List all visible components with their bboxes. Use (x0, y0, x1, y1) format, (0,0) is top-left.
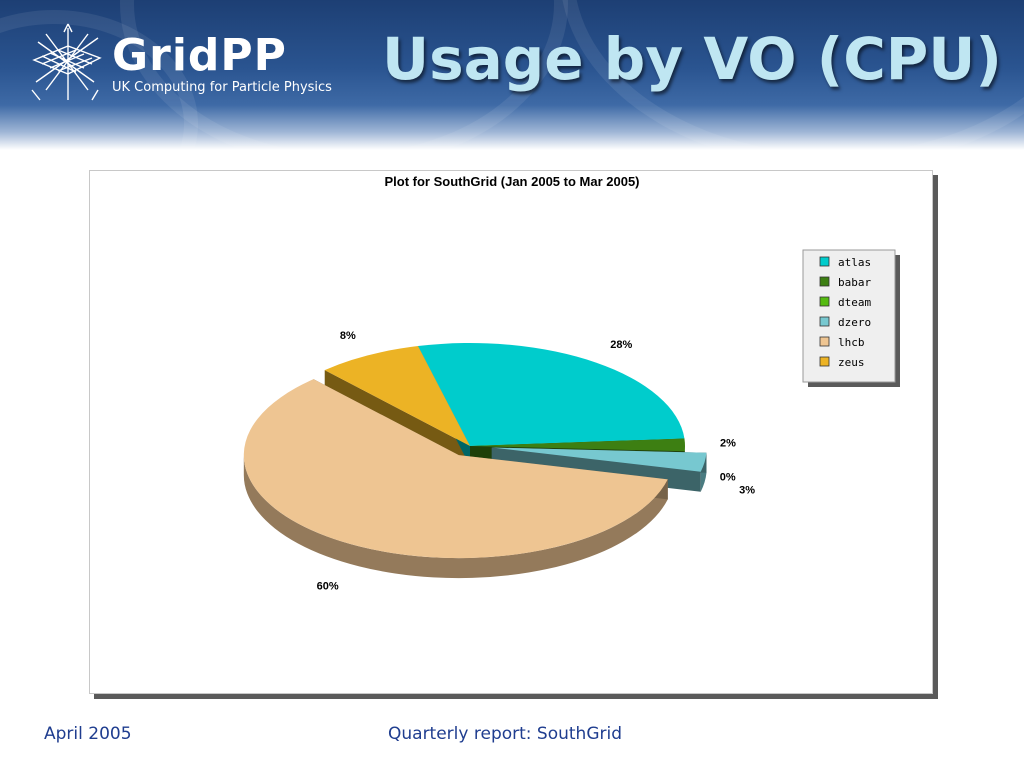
pie-label-lhcb: 60% (317, 581, 339, 593)
pie-labels: 28% 2% 0%3% 60% 8% (317, 330, 756, 592)
pie-label-dzero: 3% (739, 484, 755, 496)
pie-slice-lhcb (243, 379, 668, 559)
pie-slice-atlas (417, 343, 685, 446)
legend-label-zeus: zeus (838, 356, 865, 369)
legend-label-atlas: atlas (838, 256, 871, 269)
chart-panel: Plot for SouthGrid (Jan 2005 to Mar 2005… (89, 170, 933, 694)
legend-swatch-atlas (819, 256, 830, 267)
legend-label-dzero: dzero (838, 316, 871, 329)
legend-box (802, 249, 896, 383)
pie-slice-babar (470, 438, 686, 452)
chart-title: Plot for SouthGrid (Jan 2005 to Mar 2005… (385, 174, 640, 189)
footer-report: Quarterly report: SouthGrid (388, 724, 622, 744)
legend: atlas babar dteam dzero lhcb zeus (802, 249, 900, 387)
legend-label-lhcb: lhcb (838, 336, 865, 349)
footer-date: April 2005 (44, 724, 132, 744)
pie-chart: Plot for SouthGrid (Jan 2005 to Mar 2005… (243, 174, 900, 593)
slide-title: Usage by VO (CPU) (382, 25, 1002, 93)
legend-swatch-babar (819, 276, 830, 287)
pie-slice-dzero (491, 447, 707, 472)
pie-tops (243, 343, 707, 559)
legend-swatch-dzero (819, 316, 830, 327)
logo-tagline: UK Computing for Particle Physics (112, 80, 332, 95)
legend-swatch-lhcb (819, 336, 830, 347)
legend-swatch-zeus (819, 356, 830, 367)
logo-name: GridPP (112, 30, 287, 81)
pie-slice-zeus (324, 346, 470, 446)
pie-side-lhcb (243, 455, 668, 579)
legend-swatch-dteam (819, 296, 830, 307)
gridpp-logo-icon (31, 23, 102, 101)
header-banner: GridPP UK Computing for Particle Physics… (0, 0, 1024, 150)
pie-label-dteam: 0% (720, 471, 736, 483)
pie-label-babar: 2% (720, 438, 736, 450)
pie-label-zeus: 8% (340, 330, 356, 342)
legend-label-babar: babar (838, 276, 871, 289)
pie-label-atlas: 28% (610, 339, 632, 351)
legend-label-dteam: dteam (838, 296, 871, 309)
